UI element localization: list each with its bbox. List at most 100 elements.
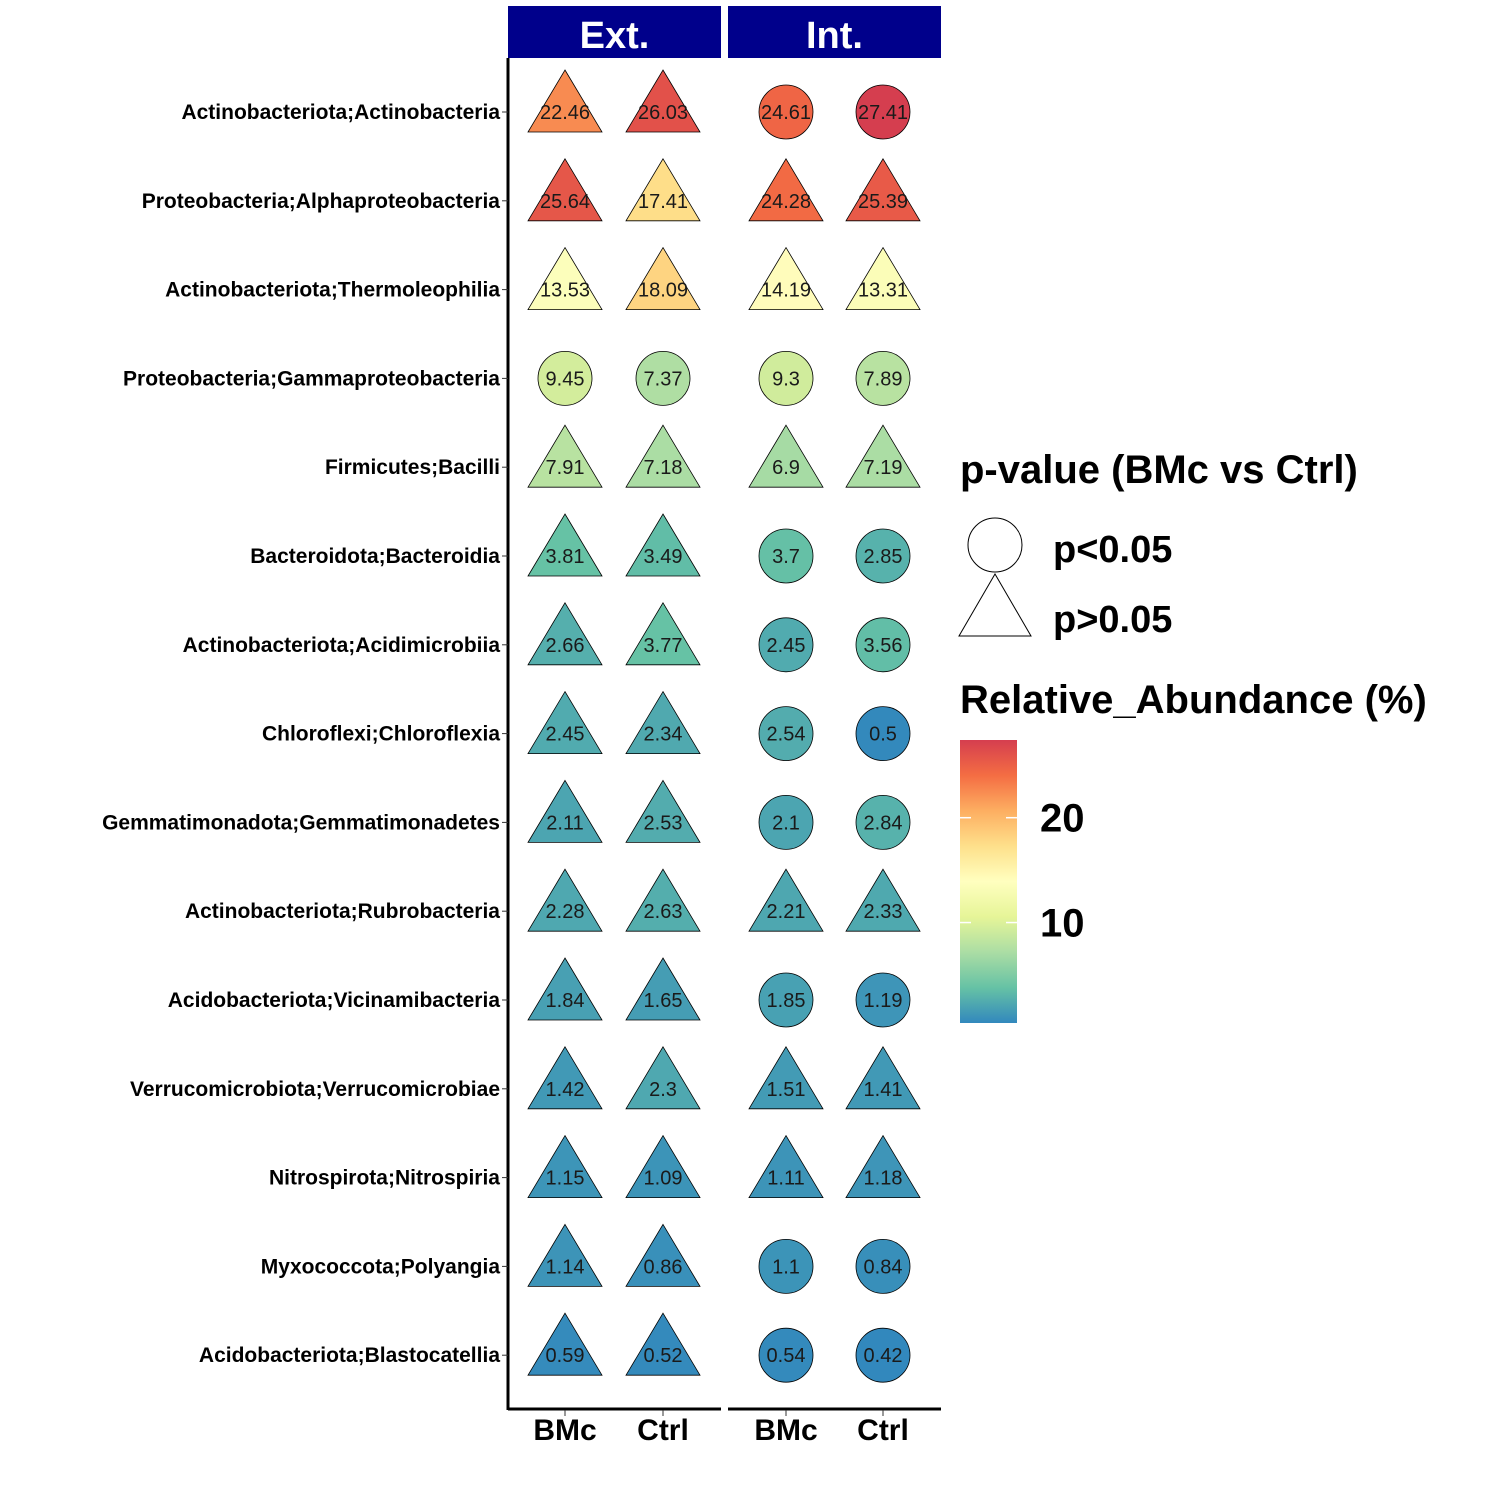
cell-triangle xyxy=(625,424,701,488)
row-label: Actinobacteriota;Acidimicrobiia xyxy=(183,634,501,657)
cell-value-label: 9.45 xyxy=(546,368,585,390)
cell-circle xyxy=(855,706,911,761)
row-label: Proteobacteria;Gammaproteobacteria xyxy=(123,367,500,390)
cell-value-label: 9.3 xyxy=(772,368,800,390)
row-label: Actinobacteriota;Thermoleophilia xyxy=(165,279,500,302)
cell-value-label: 1.1 xyxy=(772,1256,800,1278)
cell-value-label: 2.11 xyxy=(546,812,583,834)
cell-circle xyxy=(758,1239,814,1294)
cell-triangle xyxy=(527,957,603,1021)
cell-triangle xyxy=(527,424,603,488)
cell-value-label: 2.45 xyxy=(546,724,585,746)
row-label: Acidobacteriota;Vicinamibacteria xyxy=(168,989,501,1012)
cells: 22.46 25.64 13.53 9.45 7.91 3.81 2.66 2.45 2.11 2… xyxy=(527,69,921,1383)
cell-triangle xyxy=(527,1046,603,1110)
cell-value-label: 17.41 xyxy=(638,191,688,213)
cell-triangle xyxy=(625,690,701,754)
cell-value-label: 1.84 xyxy=(546,990,585,1012)
cell-value-label: 3.7 xyxy=(772,546,800,568)
cell-value-label: 1.65 xyxy=(644,990,683,1012)
cell-triangle xyxy=(527,513,603,577)
cell-triangle xyxy=(527,868,603,932)
cell-value-label: 1.15 xyxy=(546,1168,585,1190)
cell-value-label: 7.89 xyxy=(864,368,903,390)
cell-circle xyxy=(758,972,814,1028)
cell-triangle xyxy=(527,1312,603,1376)
cell-triangle xyxy=(625,69,701,133)
cell-value-label: 2.54 xyxy=(767,724,806,746)
cell-value-label: 25.64 xyxy=(540,191,590,213)
cell-value-label: 6.9 xyxy=(772,457,800,479)
cell-triangle xyxy=(845,424,921,488)
cell-value-label: 0.54 xyxy=(767,1345,806,1367)
cell-triangle xyxy=(625,158,701,222)
cell-value-label: 1.09 xyxy=(644,1168,683,1190)
cell-triangle xyxy=(527,602,603,666)
cell-value-label: 2.45 xyxy=(767,635,806,657)
cell-value-label: 24.61 xyxy=(761,102,811,124)
cell-value-label: 1.18 xyxy=(864,1168,903,1190)
cell-value-label: 2.1 xyxy=(772,812,800,834)
row-label: Chloroflexi;Chloroflexia xyxy=(262,723,500,746)
cell-triangle xyxy=(625,779,701,843)
row-label: Gemmatimonadota;Gemmatimonadetes xyxy=(102,811,500,834)
cell-triangle xyxy=(527,779,603,843)
cell-circle xyxy=(758,617,814,673)
cell-triangle xyxy=(625,513,701,577)
cell-value-label: 7.18 xyxy=(644,457,683,479)
cell-triangle xyxy=(748,1046,824,1110)
cell-value-label: 7.37 xyxy=(644,368,683,390)
cell-value-label: 2.84 xyxy=(864,812,903,834)
cell-triangle xyxy=(527,158,603,222)
cell-value-label: 22.46 xyxy=(540,102,590,124)
x-tick-labels: BMc Ctrl BMc Ctrl xyxy=(533,1410,909,1447)
cell-triangle xyxy=(625,1134,701,1198)
cell-value-label: 26.03 xyxy=(638,102,688,124)
facet-label-ext: Ext. xyxy=(580,15,650,57)
cell-circle xyxy=(758,795,814,850)
cell-triangle xyxy=(527,1223,603,1287)
cell-circle xyxy=(855,972,911,1028)
legend-triangle-icon xyxy=(958,573,1032,637)
cell-triangle xyxy=(845,1134,921,1198)
cell-value-label: 2.85 xyxy=(864,546,903,568)
shape-legend-title: p-value (BMc vs Ctrl) xyxy=(960,448,1358,492)
cell-triangle xyxy=(625,1223,701,1287)
cell-triangle xyxy=(748,246,824,311)
cell-triangle xyxy=(527,69,603,133)
row-label: Bacteroidota;Bacteroidia xyxy=(250,545,500,568)
row-label: Myxococcota;Polyangia xyxy=(261,1255,501,1278)
cell-value-label: 1.11 xyxy=(767,1168,804,1190)
cell-triangle xyxy=(625,602,701,666)
cell-triangle xyxy=(845,158,921,222)
shape-legend-item-nonsig: p>0.05 xyxy=(1053,599,1172,641)
row-label: Acidobacteriota;Blastocatellia xyxy=(199,1344,500,1367)
cell-value-label: 13.31 xyxy=(858,280,908,302)
cell-circle xyxy=(758,350,814,406)
cell-value-label: 2.53 xyxy=(644,812,683,834)
shape-legend-item-sig: p<0.05 xyxy=(1053,529,1172,571)
row-labels: Actinobacteriota;Actinobacteria Proteobac… xyxy=(102,101,508,1367)
cell-value-label: 1.14 xyxy=(546,1256,585,1278)
cell-value-label: 1.41 xyxy=(864,1079,903,1101)
x-tick-label: BMc xyxy=(754,1414,817,1447)
cell-triangle xyxy=(845,1046,921,1110)
cell-circle xyxy=(855,795,911,850)
cell-circle xyxy=(758,528,814,584)
cell-circle xyxy=(855,1239,911,1294)
cell-circle xyxy=(537,350,593,406)
facet-strip-int xyxy=(728,6,941,58)
cell-value-label: 2.66 xyxy=(546,635,585,657)
cell-triangle xyxy=(845,868,921,932)
cell-triangle xyxy=(527,1134,603,1198)
color-legend-title: Relative_Abundance (%) xyxy=(960,678,1427,722)
cell-triangle xyxy=(845,246,921,311)
cell-value-label: 0.42 xyxy=(864,1345,903,1367)
cell-value-label: 13.53 xyxy=(540,280,590,302)
row-label: Proteobacteria;Alphaproteobacteria xyxy=(142,190,501,213)
facet-strip-ext xyxy=(508,6,721,58)
colorbar-tick-label: 10 xyxy=(1040,902,1085,946)
cell-circle xyxy=(855,1327,911,1383)
cell-value-label: 1.42 xyxy=(546,1079,585,1101)
